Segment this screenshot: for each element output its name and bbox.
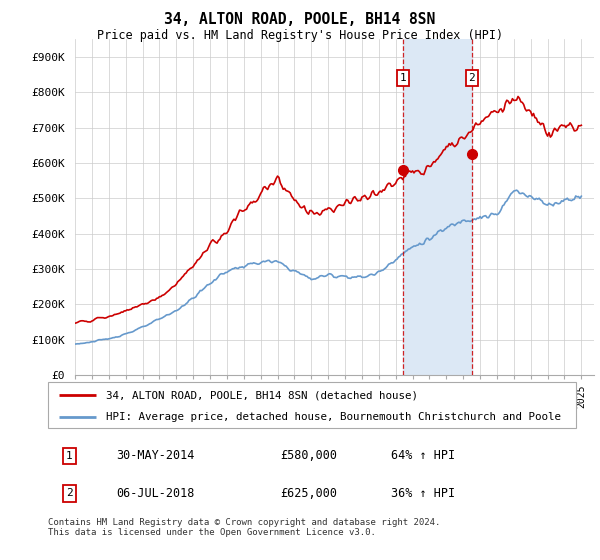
FancyBboxPatch shape [48, 382, 576, 428]
Text: 2: 2 [469, 73, 475, 83]
Text: 2: 2 [66, 488, 73, 498]
Text: 34, ALTON ROAD, POOLE, BH14 8SN (detached house): 34, ALTON ROAD, POOLE, BH14 8SN (detache… [106, 390, 418, 400]
Text: 30-MAY-2014: 30-MAY-2014 [116, 449, 195, 462]
Text: 36% ↑ HPI: 36% ↑ HPI [391, 487, 455, 500]
Text: 06-JUL-2018: 06-JUL-2018 [116, 487, 195, 500]
Bar [403, 39, 472, 375]
Text: Contains HM Land Registry data © Crown copyright and database right 2024.
This d: Contains HM Land Registry data © Crown c… [48, 518, 440, 538]
Text: HPI: Average price, detached house, Bournemouth Christchurch and Poole: HPI: Average price, detached house, Bour… [106, 412, 561, 422]
Text: 1: 1 [399, 73, 406, 83]
Text: 64% ↑ HPI: 64% ↑ HPI [391, 449, 455, 462]
Text: Price paid vs. HM Land Registry's House Price Index (HPI): Price paid vs. HM Land Registry's House … [97, 29, 503, 42]
Text: £580,000: £580,000 [280, 449, 337, 462]
Text: £625,000: £625,000 [280, 487, 337, 500]
Text: 1: 1 [66, 451, 73, 461]
Text: 34, ALTON ROAD, POOLE, BH14 8SN: 34, ALTON ROAD, POOLE, BH14 8SN [164, 12, 436, 27]
